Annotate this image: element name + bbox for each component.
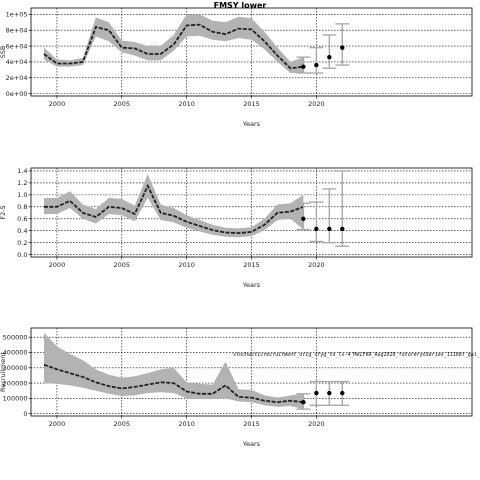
f-ytick-label: 0.2 (17, 239, 27, 247)
ssb-median-line (43, 23, 304, 70)
ssb-projection-point-2022 (340, 45, 345, 50)
recruitment-xtick-label: 2000 (49, 420, 66, 428)
f-xtick-label: 2000 (49, 261, 66, 269)
ssb-xtick-label: 2000 (49, 100, 66, 108)
ssb-ylabel: SSB (0, 46, 7, 59)
recruitment-xlabel: Years (242, 440, 261, 448)
recruitment-ytick-label: 400000 (3, 349, 28, 357)
ssb-projection-point-2021 (327, 54, 332, 60)
recruitment-ytick-label: 0 (23, 410, 27, 418)
f-ytick-label: 1.4 (17, 167, 27, 175)
ssb-xtick-label: 2005 (114, 100, 131, 108)
f-ytick-label: 0.0 (17, 251, 27, 259)
ssb-ytick-label: 6e+04 (6, 42, 28, 50)
recruitment-panel: 2000 2005 2010 2015 2020 0 100000 200000 300000 4… (0, 327, 480, 448)
recruitment-annotation: stochasticrecruitment_orig_sfyg_to_ls-4_… (233, 352, 480, 358)
ssb-xtick-label: 2015 (243, 100, 260, 108)
f-ytick-label: 0.6 (17, 215, 27, 223)
ssb-xlabel: Years (242, 120, 261, 128)
recruitment-confidence-band (43, 332, 304, 410)
recruitment-ylabel: Recruitment (0, 352, 7, 392)
f-ytick-label: 1.0 (17, 191, 27, 199)
recruitment-ytick-label: 200000 (3, 379, 28, 387)
f-ytick-label: 0.8 (17, 203, 27, 211)
f-xtick-label: 2010 (178, 261, 195, 269)
f-projection-point-2019 (301, 216, 306, 221)
ssb-ytick-label: 8e+04 (6, 26, 28, 34)
recruitment-ytick-label: 100000 (3, 395, 28, 403)
f-ytick-label: 0.4 (17, 227, 27, 235)
recruitment-xtick-label: 2005 (114, 420, 131, 428)
f-projection-point-2020 (314, 226, 319, 232)
ssb-projection-point-2020 (314, 62, 319, 68)
recruitment-xtick-label: 2010 (178, 420, 195, 428)
ssb-ytick-label: 0e+00 (6, 90, 28, 98)
f-xtick-label: 2005 (114, 261, 131, 269)
recruitment-projection-point-2022 (340, 390, 345, 396)
figure-title: FMSY lower (214, 1, 267, 10)
ssb-xtick-label: 2010 (178, 100, 195, 108)
f-panel: 2000 2005 2010 2015 2020 0.0 0.2 0.4 0.6 0.8 1.0 1.… (0, 167, 473, 289)
f-median-line (43, 183, 304, 235)
ssb-ytick-label: 1e+05 (6, 11, 28, 19)
ssb-xtick-label: 2020 (308, 100, 325, 108)
f-projection-point-2021 (327, 226, 332, 232)
recruitment-projection-point-2019 (301, 400, 306, 405)
f-ytick-label: 1.2 (17, 179, 27, 187)
ssb-ytick-label: 4e+04 (6, 58, 28, 66)
f-ylabel: F2-5 (0, 205, 7, 219)
recruitment-projection-point-2020 (314, 390, 319, 396)
f-projection-point-2022 (340, 226, 345, 232)
recruitment-ytick-label: 500000 (3, 333, 28, 341)
ssb-projection-point-2019 (301, 64, 306, 69)
recruitment-projection-point-2021 (327, 390, 332, 396)
recruitment-ytick-label: 300000 (3, 364, 28, 372)
f-xlabel: Years (242, 281, 261, 289)
recruitment-xtick-label: 2020 (308, 420, 325, 428)
ssb-ytick-label: 2e+04 (6, 74, 28, 82)
recruitment-xtick-label: 2015 (243, 420, 260, 428)
recruitment-median-line (43, 363, 304, 404)
ssb-panel: 2000 2005 2010 2015 2020 0e+00 2e+04 4e+04 6e+04… (0, 7, 473, 128)
f-xtick-label: 2020 (308, 261, 325, 269)
f-xtick-label: 2015 (243, 261, 260, 269)
